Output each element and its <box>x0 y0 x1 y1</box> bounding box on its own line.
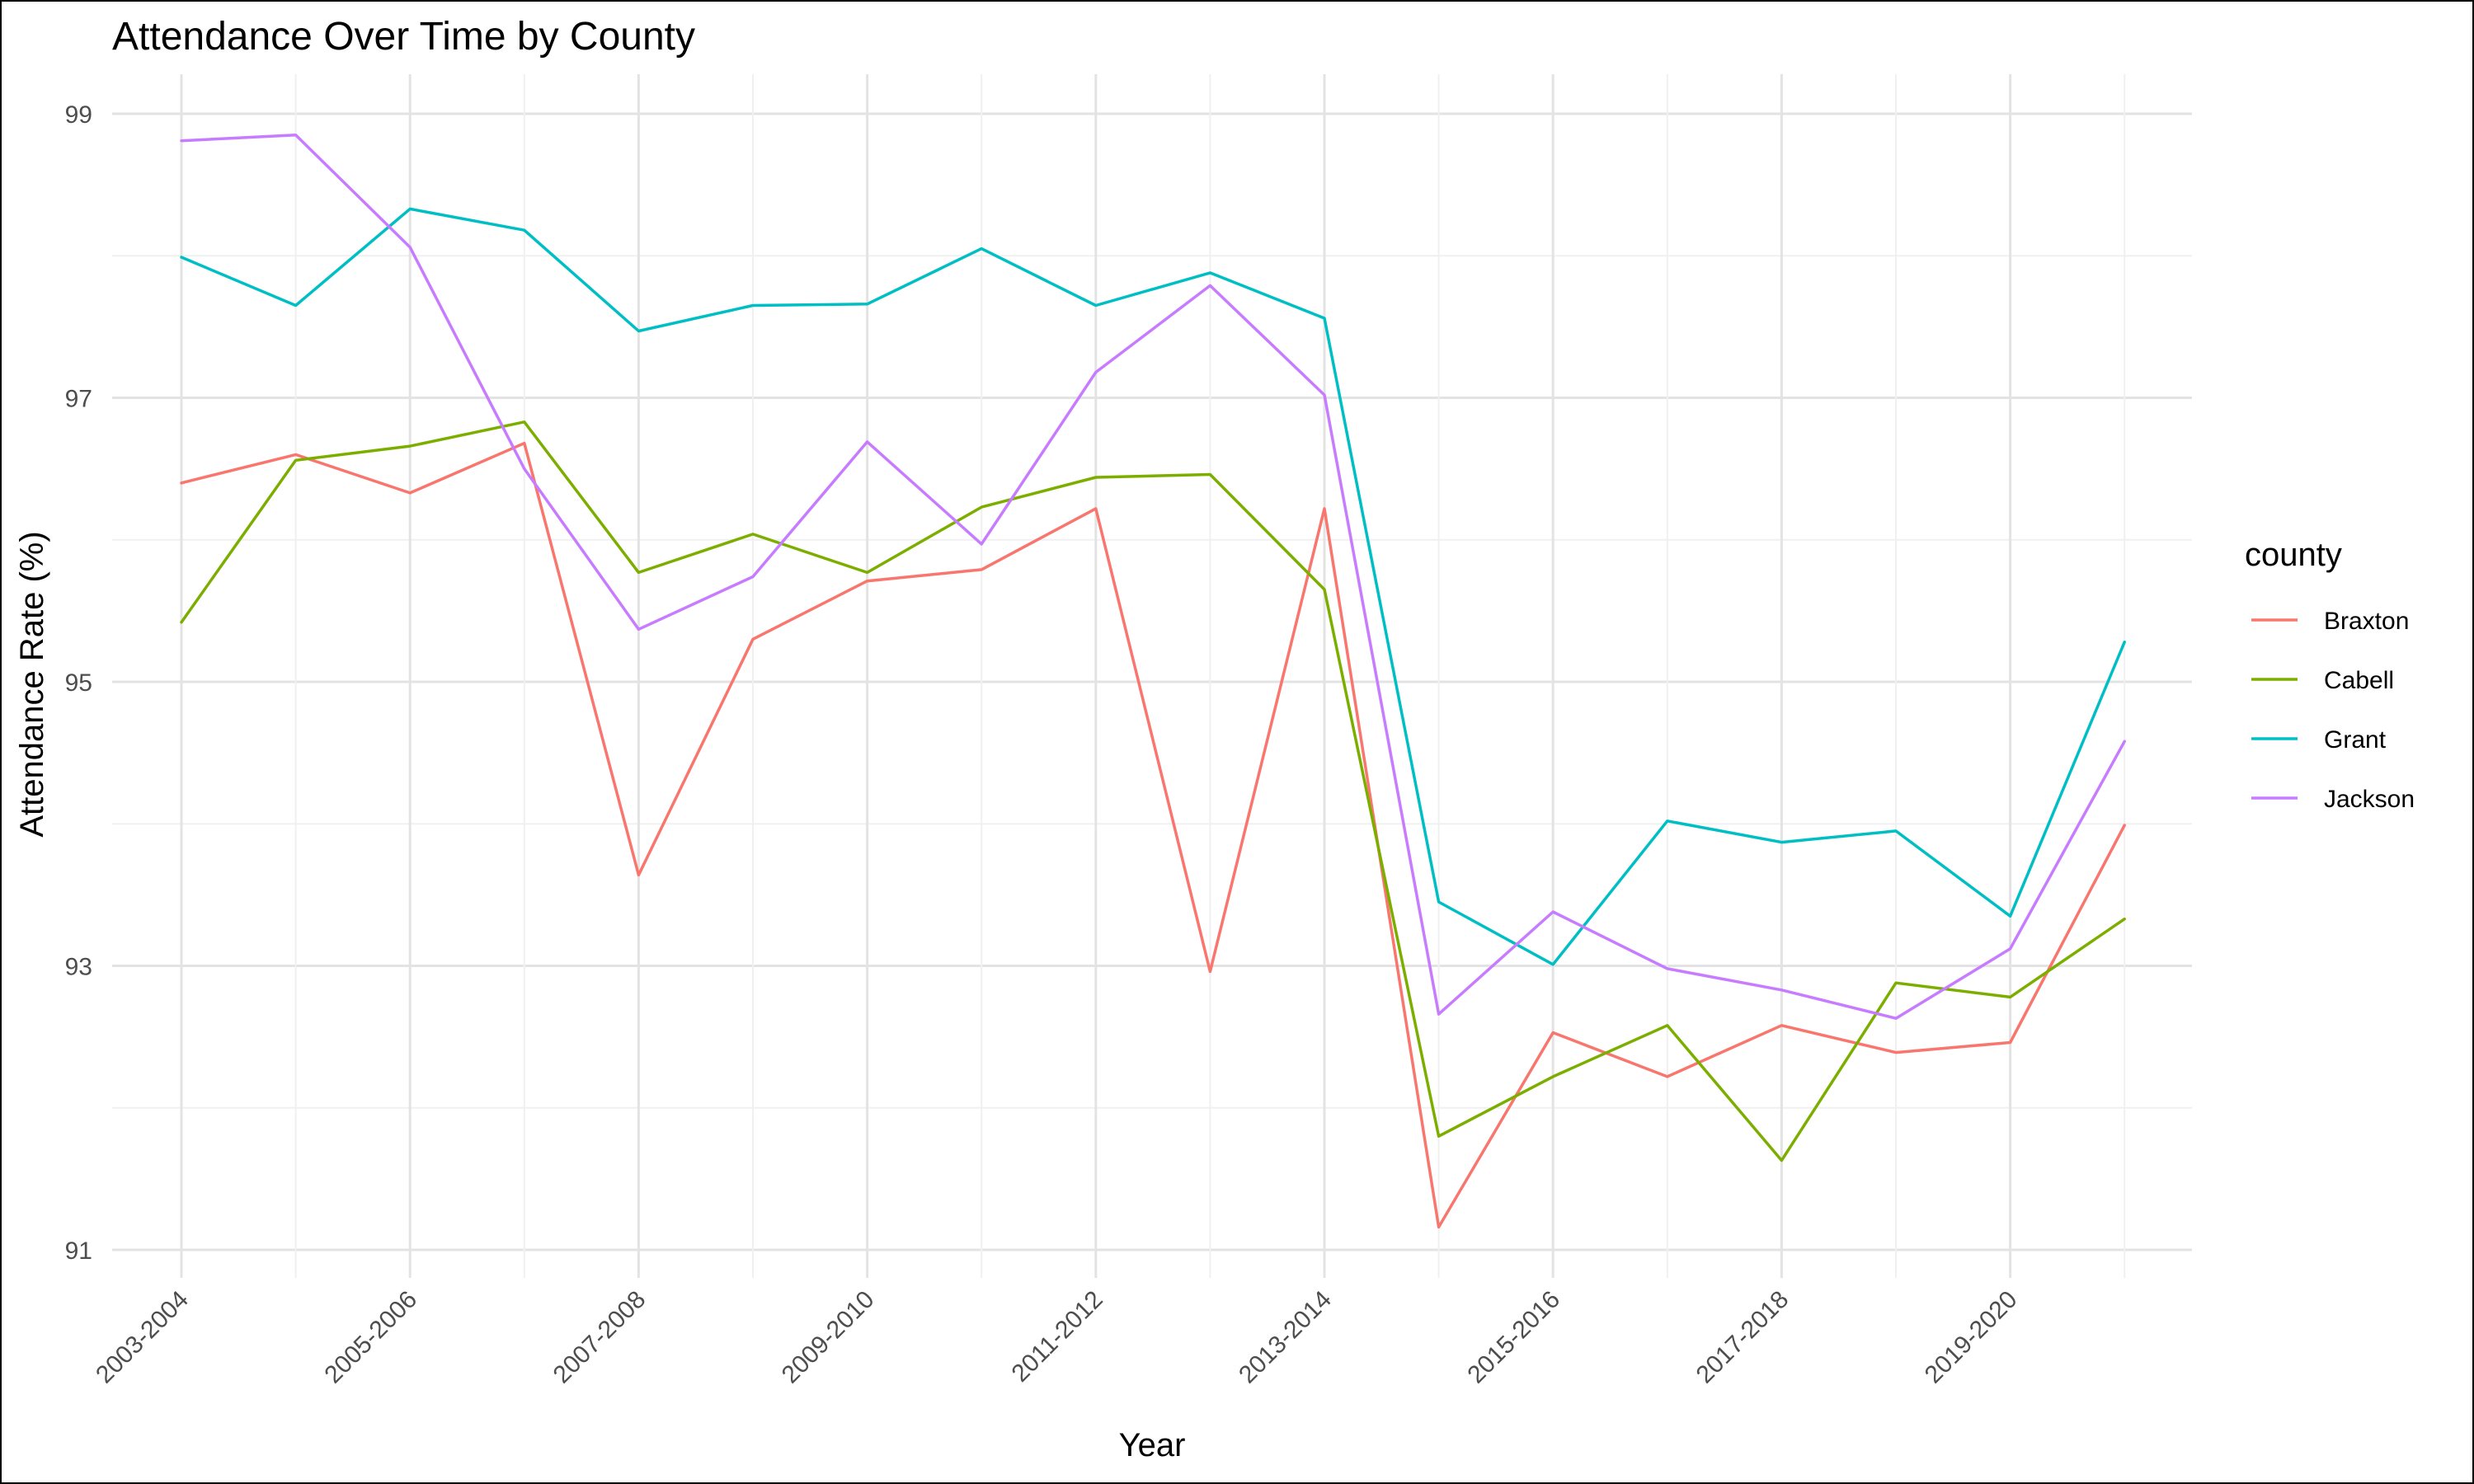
chart-title: Attendance Over Time by County <box>112 15 695 59</box>
series-line-cabell <box>180 420 2126 1162</box>
y-tick-label: 93 <box>65 954 92 981</box>
legend-items: Braxton Cabell Grant Jackson <box>2251 608 2415 813</box>
series-line-braxton <box>180 441 2126 1229</box>
legend-title: county <box>2245 537 2342 573</box>
y-axis-ticks: 91 93 95 97 99 <box>65 101 92 1265</box>
y-axis-title: Attendance Rate (%) <box>14 531 50 837</box>
series-line-grant <box>180 207 2126 966</box>
legend: county Braxton Cabell Grant Jackson <box>2245 537 2415 813</box>
y-tick-label: 97 <box>65 386 92 413</box>
series-lines <box>180 134 2126 1229</box>
legend-label-braxton: Braxton <box>2324 608 2409 635</box>
y-tick-label: 91 <box>65 1237 92 1265</box>
legend-label-grant: Grant <box>2324 726 2387 754</box>
legend-label-jackson: Jackson <box>2324 786 2415 813</box>
y-tick-label: 95 <box>65 669 92 697</box>
series-line-jackson <box>180 134 2126 1020</box>
x-axis-title: Year <box>1119 1427 1186 1463</box>
y-tick-label: 99 <box>65 101 92 129</box>
legend-label-cabell: Cabell <box>2324 667 2394 694</box>
